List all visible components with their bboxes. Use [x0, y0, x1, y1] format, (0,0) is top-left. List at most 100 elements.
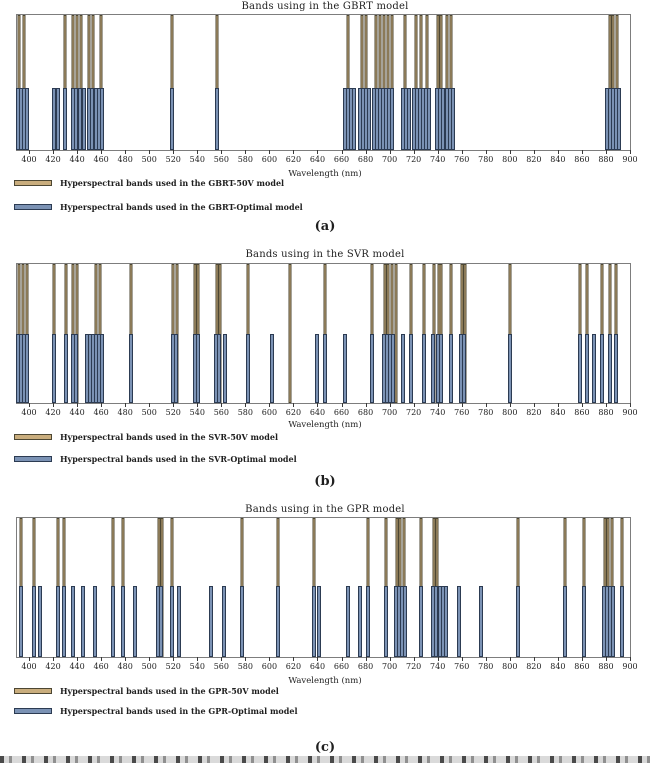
- axis-tick-label: 420: [45, 155, 61, 164]
- band-bar-optimal: [444, 586, 449, 657]
- axis-tick: [557, 150, 559, 154]
- axis-tick-label: 680: [357, 155, 374, 164]
- axis-tick: [605, 150, 607, 154]
- axis-tick: [533, 403, 535, 407]
- axis-tick-label: 580: [237, 408, 253, 417]
- axis-tick-label: 600: [261, 408, 278, 417]
- legend-item-gpr-50v: Hyperspectral bands used in the GPR-50V …: [14, 686, 279, 696]
- band-bar-optimal: [31, 586, 36, 657]
- axis-tick-label: 720: [406, 408, 422, 417]
- band-bar-optimal: [93, 586, 98, 657]
- axis-tick-label: 800: [502, 662, 518, 671]
- axis-tick-label: 520: [165, 155, 181, 164]
- band-bar-optimal: [441, 87, 446, 150]
- axis-tick: [630, 403, 631, 407]
- axis-tick-label: 580: [237, 155, 253, 164]
- axis-tick: [317, 403, 319, 407]
- band-bar-optimal: [316, 586, 321, 657]
- x-axis-label: Wavelength (nm): [288, 169, 362, 179]
- legend-swatch-50v-icon: [14, 180, 52, 186]
- band-bar-optimal: [600, 333, 605, 403]
- band-bar-optimal: [343, 333, 348, 403]
- axis-tick-label: 500: [141, 662, 157, 671]
- axis-tick: [29, 403, 31, 407]
- axis-tick: [581, 150, 583, 154]
- band-bar-optimal: [582, 586, 587, 657]
- band-bar-optimal: [214, 87, 219, 150]
- axis-tick: [269, 150, 271, 154]
- band-bar-optimal: [591, 333, 596, 403]
- axis-tick-label: 880: [598, 662, 614, 671]
- legend-item-svr-50v: Hyperspectral bands used in the SVR-50V …: [14, 432, 278, 442]
- band-bar-optimal: [129, 333, 134, 403]
- band-bar-optimal: [407, 87, 412, 150]
- band-bar-optimal: [159, 586, 164, 657]
- axis-tick-label: 560: [213, 155, 229, 164]
- axis-tick-label: 840: [550, 408, 566, 417]
- axis-tick: [389, 150, 391, 154]
- band-bar-50v: [288, 264, 292, 403]
- band-bar-optimal: [577, 333, 582, 403]
- axis-tick-label: 440: [69, 662, 85, 671]
- axis-tick-label: 700: [381, 662, 398, 671]
- axis-tick: [173, 403, 175, 407]
- panel-label-a: (a): [314, 219, 336, 234]
- axis-tick-label: 640: [309, 408, 326, 417]
- axis-tick-label: 480: [117, 408, 133, 417]
- axis-tick-label: 480: [117, 662, 133, 671]
- band-bar-optimal: [64, 333, 69, 403]
- axis-tick: [173, 657, 175, 661]
- axis-tick-label: 720: [406, 662, 422, 671]
- band-bar-optimal: [61, 586, 66, 657]
- legend-swatch-optimal-icon: [14, 456, 52, 462]
- band-bar-optimal: [311, 586, 316, 657]
- legend-swatch-optimal-icon: [14, 204, 52, 210]
- axis-tick-label: 620: [285, 662, 302, 671]
- axis-tick: [509, 657, 511, 661]
- axis-tick: [461, 403, 463, 407]
- legend-swatch-50v-icon: [14, 688, 52, 694]
- legend-swatch-50v-icon: [14, 434, 52, 440]
- axis-tick: [29, 657, 31, 661]
- legend-label-gpr-optimal: Hyperspectral bands used in the GPR-Opti…: [60, 706, 298, 716]
- band-bar-optimal: [52, 87, 57, 150]
- legend-label-svr-optimal: Hyperspectral bands used in the SVR-Opti…: [60, 454, 297, 464]
- axis-tick-label: 400: [21, 408, 37, 417]
- axis-tick-label: 700: [381, 408, 398, 417]
- axis-tick-label: 620: [285, 408, 302, 417]
- axis-tick-label: 760: [454, 408, 470, 417]
- band-bar-optimal: [52, 333, 57, 403]
- band-bar-optimal: [81, 586, 86, 657]
- axis-tick: [581, 657, 583, 661]
- band-bar-optimal: [24, 87, 29, 150]
- axis-tick: [365, 657, 367, 661]
- band-bar-optimal: [617, 87, 622, 150]
- axis-tick-label: 500: [141, 408, 157, 417]
- axis-tick-label: 600: [261, 662, 278, 671]
- axis-tick: [413, 403, 415, 407]
- band-bar-optimal: [431, 333, 436, 403]
- band-bar-optimal: [77, 87, 82, 150]
- axis-tick-label: 440: [69, 155, 85, 164]
- axis-tick-label: 640: [309, 155, 326, 164]
- axis-tick-label: 780: [478, 155, 494, 164]
- axis-tick-label: 880: [598, 408, 614, 417]
- axis-tick: [149, 403, 151, 407]
- band-bar-optimal: [221, 586, 226, 657]
- axis-tick: [485, 403, 487, 407]
- band-bar-optimal: [63, 87, 68, 150]
- axis-tick: [605, 657, 607, 661]
- axis-tick-label: 780: [478, 662, 494, 671]
- axis-tick-label: 560: [213, 662, 229, 671]
- band-bar-optimal: [507, 333, 512, 403]
- axis-tick-label: 420: [45, 408, 61, 417]
- band-bar-optimal: [457, 586, 462, 657]
- band-bar-optimal: [439, 333, 444, 403]
- band-bar-optimal: [365, 586, 370, 657]
- axis-tick: [53, 150, 55, 154]
- band-bar-optimal: [177, 586, 182, 657]
- axis-tick-label: 560: [213, 408, 229, 417]
- axis-tick: [630, 657, 631, 661]
- axis-tick: [413, 657, 415, 661]
- axis-tick-label: 680: [357, 662, 374, 671]
